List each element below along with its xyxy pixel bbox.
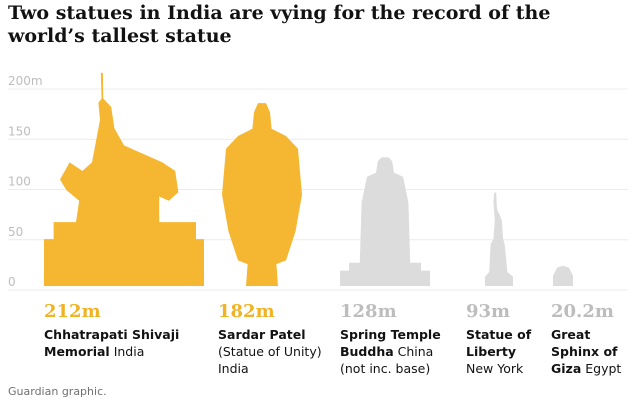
statue: [340, 157, 430, 286]
statue-name: Great Sphinx of Giza: [551, 327, 618, 376]
value-label: 182m: [218, 301, 275, 322]
statue-name: Chhatrapati Shivaji Memorial: [44, 327, 180, 359]
category-label: Great Sphinx of Giza Egypt: [551, 326, 629, 377]
statue-location: India: [113, 344, 145, 359]
chart-title: Two statues in India are vying for the r…: [8, 2, 551, 47]
category-label: Spring Temple Buddha China (not inc. bas…: [340, 326, 455, 377]
statue-name: Spring Temple Buddha: [340, 327, 441, 359]
statue-location: China (not inc. base): [340, 344, 434, 376]
statue-location: New York: [466, 361, 524, 376]
statue: [44, 72, 204, 287]
statue: [485, 192, 513, 286]
value-label: 93m: [466, 301, 511, 322]
y-tick-label: 200m: [8, 74, 43, 88]
statue-name: Statue of Liberty: [466, 327, 532, 359]
statue: [222, 103, 302, 286]
y-tick-label: 50: [8, 225, 23, 239]
value-label: 212m: [44, 301, 101, 322]
value-label: 20.2m: [551, 301, 614, 322]
statue-name: Sardar Patel: [218, 327, 306, 342]
category-label: Sardar Patel (Statue of Unity) India: [218, 326, 336, 377]
statue-location: (Statue of Unity) India: [218, 344, 322, 376]
statue-location: Egypt: [585, 361, 622, 376]
category-label: Statue of Liberty New York: [466, 326, 536, 377]
y-tick-label: 0: [8, 275, 16, 289]
category-label: Chhatrapati Shivaji Memorial India: [44, 326, 199, 360]
y-tick-label: 150: [8, 124, 31, 138]
statue: [553, 265, 573, 286]
source: Guardian graphic.: [8, 385, 107, 398]
y-tick-label: 100: [8, 175, 31, 189]
value-label: 128m: [340, 301, 397, 322]
